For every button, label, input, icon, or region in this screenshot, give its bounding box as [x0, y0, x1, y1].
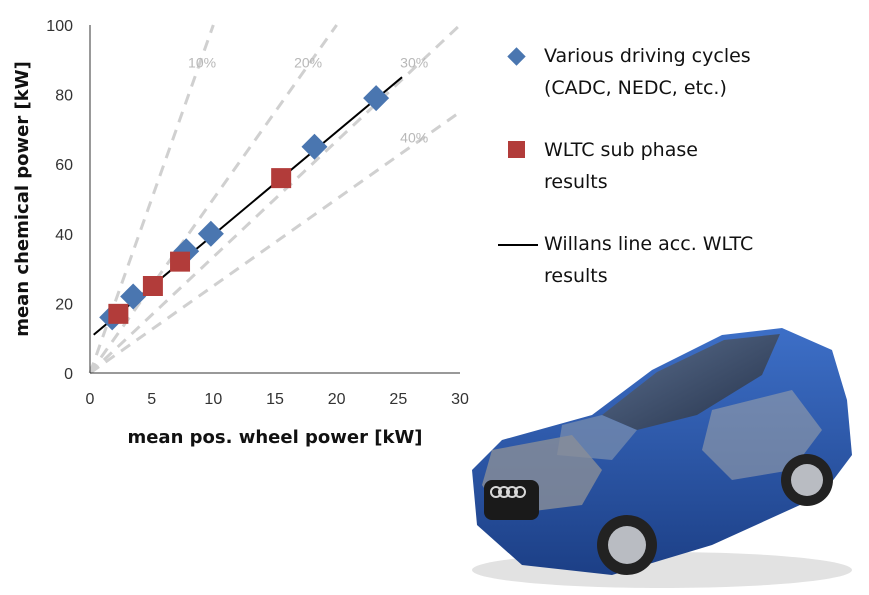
driving-cycle-point — [197, 220, 224, 247]
efficiency-label-2: 20% — [294, 55, 322, 71]
rear-wheel-rim — [791, 464, 823, 496]
driving-cycle-point — [120, 283, 147, 310]
x-tick-label: 20 — [328, 391, 346, 408]
wltc-sub-phase-point — [142, 276, 163, 296]
efficiency-line-3 — [88, 23, 462, 375]
front-wheel-rim — [608, 526, 646, 564]
legend-item-driving-cycles: Various driving cycles (CADC, NEDC, etc.… — [500, 40, 840, 104]
car-body — [472, 328, 852, 575]
axes — [89, 25, 460, 374]
legend-label-line: Various driving cycles — [544, 45, 751, 67]
car-roof-glass — [602, 334, 780, 430]
legend-label-line: Willans line acc. WLTC — [544, 233, 754, 255]
y-tick-label: 40 — [55, 227, 73, 244]
legend-label-line: results — [544, 171, 608, 193]
y-tick-label: 100 — [46, 18, 73, 35]
y-tick-label: 80 — [55, 88, 73, 105]
efficiency-line-2 — [88, 24, 338, 374]
efficiency-label-4: 40% — [400, 130, 428, 146]
y-tick-label: 20 — [55, 296, 73, 313]
x-tick-label: 10 — [204, 391, 222, 408]
y-tick-label: 60 — [55, 157, 73, 174]
driving-cycle-point — [173, 238, 200, 265]
y-axis-title: mean chemical power [kW] — [12, 61, 33, 337]
x-tick-label: 15 — [266, 391, 284, 408]
legend-label-line: results — [544, 265, 608, 287]
efficiency-label-3: 30% — [400, 55, 428, 71]
x-axis-title: mean pos. wheel power [kW] — [127, 427, 422, 448]
square-marker-icon — [508, 141, 525, 158]
line-marker-icon — [498, 244, 538, 246]
y-tick-label: 0 — [64, 366, 73, 383]
rear-cutaway — [702, 390, 822, 480]
car-cutaway-image — [472, 328, 852, 588]
efficiency-line-4 — [89, 110, 461, 375]
legend-item-willans-line: Willans line acc. WLTC results — [498, 228, 840, 292]
x-tick-label: 25 — [389, 391, 407, 408]
driving-cycle-point — [363, 85, 390, 112]
legend-label-line: (CADC, NEDC, etc.) — [544, 77, 727, 99]
efficiency-label-1: 10% — [188, 55, 216, 71]
driving-cycle-point — [301, 133, 328, 160]
x-tick-label: 30 — [451, 391, 469, 408]
wltc-sub-phase-point — [170, 251, 191, 272]
tick-labels: 0 5 10 15 20 25 30 0 20 40 60 80 100 — [46, 18, 469, 408]
legend-label-line: WLTC sub phase — [544, 139, 698, 161]
x-tick-label: 0 — [86, 391, 95, 408]
wltc-sub-phase-point — [108, 303, 129, 324]
diamond-marker-icon — [507, 47, 526, 66]
wltc-sub-phase-point — [271, 168, 292, 189]
legend: Various driving cycles (CADC, NEDC, etc.… — [498, 40, 840, 322]
car-logo — [490, 486, 526, 498]
efficiency-reference-lines: 10% 20% 30% 40% — [88, 23, 462, 375]
data-points — [99, 85, 390, 331]
car-grille — [484, 480, 539, 520]
legend-item-wltc-sub-phase: WLTC sub phase results — [500, 134, 840, 198]
x-tick-label: 5 — [147, 391, 156, 408]
